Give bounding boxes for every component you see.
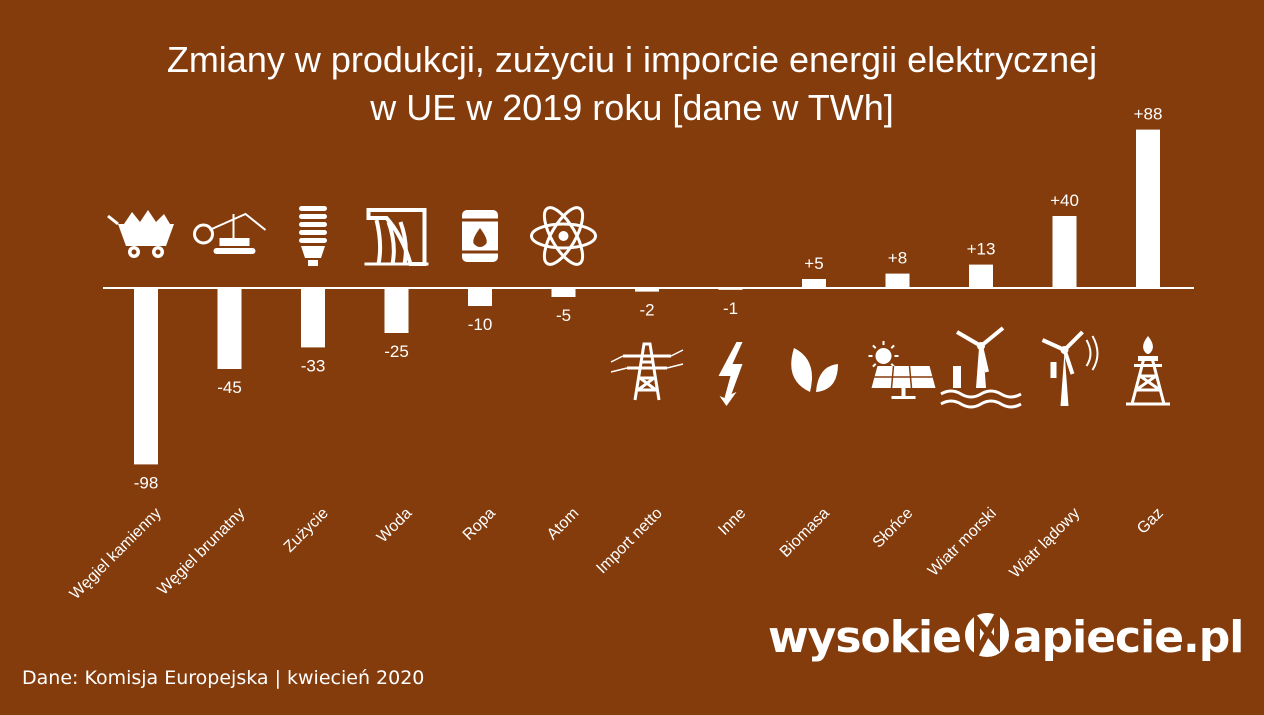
value-label-7: -1 — [723, 299, 738, 318]
value-label-3: -25 — [384, 342, 409, 361]
category-label-9: Słońce — [870, 505, 917, 552]
category-label-11: Wiatr lądowy — [1007, 505, 1084, 582]
bar-12 — [1136, 129, 1160, 288]
gas-rig-icon — [1126, 336, 1170, 406]
category-label-3: Woda — [374, 505, 415, 546]
excavator-icon — [193, 212, 267, 254]
value-label-12: +88 — [1134, 105, 1163, 124]
category-label-7: Inne — [715, 505, 749, 539]
bar-7 — [718, 288, 743, 290]
dam-icon — [364, 208, 429, 266]
bar-8 — [802, 279, 826, 288]
bar-10 — [969, 264, 993, 288]
value-label-5: -5 — [556, 306, 571, 325]
category-label-6: Import netto — [593, 505, 665, 577]
bar-1 — [217, 288, 242, 369]
category-label-5: Atom — [544, 505, 582, 543]
value-label-2: -33 — [301, 356, 326, 375]
category-label-0: Węgiel kamienny — [67, 505, 165, 603]
value-label-0: -98 — [134, 473, 159, 492]
bar-9 — [885, 273, 910, 288]
brand-logo: wysokie apiecie.pl — [768, 606, 1244, 663]
value-label-4: -10 — [468, 315, 493, 334]
lightbulb-icon — [299, 206, 327, 266]
value-label-9: +8 — [888, 249, 907, 268]
category-label-12: Gaz — [1134, 505, 1167, 538]
value-label-1: -45 — [217, 378, 242, 397]
value-label-11: +40 — [1050, 191, 1079, 210]
coal-cart-icon — [107, 210, 174, 258]
power-pylon-icon — [610, 342, 684, 401]
atom-icon — [530, 206, 597, 266]
category-label-2: Zużycie — [281, 505, 332, 556]
brand-text-right: apiecie.pl — [1012, 612, 1244, 663]
bar-11 — [1052, 216, 1077, 288]
leaf-icon — [791, 348, 838, 392]
bar-6 — [635, 288, 659, 292]
bar-3 — [384, 288, 409, 333]
offshore-wind-icon — [940, 326, 1022, 409]
wind-turbine-icon — [1041, 330, 1099, 406]
brand-n-icon — [961, 606, 1013, 662]
lightning-icon — [718, 342, 743, 406]
category-label-10: Wiatr morski — [925, 505, 1000, 580]
bar-5 — [551, 288, 576, 297]
bar-4 — [468, 288, 492, 306]
value-label-6: -2 — [639, 301, 654, 320]
value-label-10: +13 — [967, 240, 996, 259]
bar-0 — [134, 288, 158, 465]
oil-barrel-icon — [462, 210, 498, 262]
brand-text-left: wysokie — [768, 612, 962, 663]
category-label-8: Biomasa — [777, 505, 833, 561]
chart-title-line-2: w UE w 2019 roku [dane w TWh] — [370, 87, 894, 128]
source-footer: Dane: Komisja Europejska | kwiecień 2020 — [22, 667, 425, 689]
solar-panel-icon — [868, 341, 936, 399]
bar-2 — [301, 288, 325, 348]
category-label-1: Węgiel brunatny — [155, 505, 249, 599]
value-label-8: +5 — [804, 254, 823, 273]
category-label-4: Ropa — [460, 505, 499, 544]
chart-title-line-1: Zmiany w produkcji, zużyciu i imporcie e… — [166, 39, 1098, 80]
